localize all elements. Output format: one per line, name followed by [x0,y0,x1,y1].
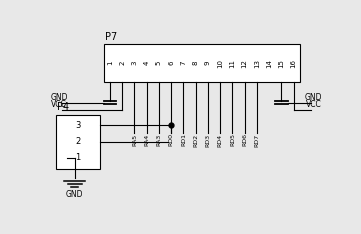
Text: RD0: RD0 [169,133,174,146]
Text: 11: 11 [229,59,235,68]
Bar [104,44,300,82]
Text: RD7: RD7 [255,133,260,147]
Text: RD1: RD1 [181,133,186,146]
Text: 9: 9 [205,61,211,66]
Text: RD4: RD4 [218,133,223,147]
Text: 2: 2 [119,61,125,65]
Text: 2: 2 [75,137,81,146]
Text: RA3: RA3 [156,133,161,146]
Text: GND: GND [51,93,68,102]
Text: 8: 8 [193,61,199,66]
Text: 16: 16 [291,59,297,68]
Text: RA5: RA5 [132,133,137,146]
Text: 14: 14 [266,59,272,68]
Text: 1: 1 [75,153,81,162]
Text: 12: 12 [242,59,248,68]
Bar [56,115,100,169]
Text: 6: 6 [168,61,174,66]
Text: P7: P7 [105,32,118,42]
Text: P4: P4 [57,102,69,112]
Text: 3: 3 [131,61,138,66]
Text: 4: 4 [144,61,150,65]
Text: RA4: RA4 [144,133,149,146]
Text: 13: 13 [254,59,260,68]
Text: 7: 7 [180,61,186,66]
Text: RD3: RD3 [205,133,210,147]
Text: GND: GND [305,93,322,102]
Text: 3: 3 [75,121,81,130]
Text: VCC: VCC [51,100,66,109]
Text: 15: 15 [278,59,284,68]
Text: 5: 5 [156,61,162,65]
Text: GND: GND [66,190,83,199]
Text: RD6: RD6 [242,133,247,146]
Text: 10: 10 [217,59,223,68]
Text: RD2: RD2 [193,133,198,147]
Text: VCC: VCC [306,100,322,109]
Text: 1: 1 [107,61,113,66]
Text: RD5: RD5 [230,133,235,146]
